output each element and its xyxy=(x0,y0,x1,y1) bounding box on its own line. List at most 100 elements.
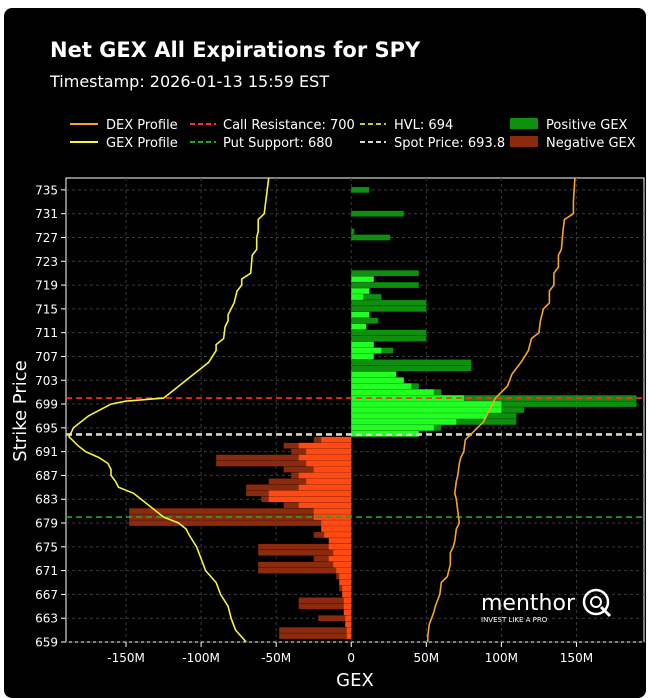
gex-bar-731 xyxy=(351,210,404,217)
gex-bar-719 xyxy=(351,282,419,288)
gex-bar-705 xyxy=(351,365,472,372)
gex-bar-674 xyxy=(258,549,352,556)
gex-short-bar-701 xyxy=(351,389,434,395)
gex-short-bar-703 xyxy=(351,377,404,384)
gex-short-bar-688 xyxy=(313,466,352,473)
x-tick-label: 50M xyxy=(413,651,439,665)
legend: DEX Profile GEX Profile Call Resistance:… xyxy=(70,118,636,151)
gex-short-bar-663 xyxy=(345,615,352,622)
y-tick-label: 663 xyxy=(35,612,58,626)
gex-profile-line xyxy=(68,178,270,642)
gex-bar-711 xyxy=(351,329,427,336)
menthor-logo: menthor INVEST LIKE A PRO xyxy=(481,588,612,624)
legend-negative-label: Negative GEX xyxy=(546,136,636,151)
gex-bar-700 xyxy=(351,395,637,401)
gex-short-bar-682 xyxy=(298,502,352,509)
gex-short-bar-666 xyxy=(343,597,352,604)
gex-short-bar-689 xyxy=(306,460,352,467)
y-tick-label: 667 xyxy=(35,588,58,602)
gex-bar-716 xyxy=(351,300,427,306)
gex-short-bar-691 xyxy=(306,448,352,455)
gex-short-bar-696 xyxy=(351,419,457,425)
gex-bar-710 xyxy=(351,335,427,342)
gex-short-bar-685 xyxy=(298,484,352,491)
x-tick-label: -50M xyxy=(261,651,291,665)
gex-short-bar-660 xyxy=(346,633,352,639)
legend-call-resistance-label: Call Resistance: 700 xyxy=(223,118,355,133)
x-tick-label: 150M xyxy=(560,651,593,665)
x-tick-label: -150M xyxy=(107,651,145,665)
gex-short-bar-669 xyxy=(339,579,352,586)
gex-bar-727 xyxy=(351,234,391,241)
gex-bar-679 xyxy=(129,520,352,526)
legend-negative-swatch xyxy=(510,136,538,147)
gex-short-bar-675 xyxy=(328,543,352,550)
gex-bar-689 xyxy=(216,460,352,467)
gex-bar-735 xyxy=(351,187,370,193)
gex-short-bar-709 xyxy=(351,341,374,348)
y-tick-label: 691 xyxy=(35,445,58,459)
legend-dex-label: DEX Profile xyxy=(106,118,178,133)
gex-bar-721 xyxy=(351,270,419,277)
y-tick-label: 727 xyxy=(35,231,58,245)
gex-short-bar-670 xyxy=(339,573,352,580)
gex-short-bar-702 xyxy=(351,383,412,390)
y-tick-label: 687 xyxy=(35,469,58,483)
y-tick-label: 679 xyxy=(35,517,58,531)
legend-positive-swatch xyxy=(510,118,538,129)
gex-bar-675 xyxy=(258,543,352,550)
y-tick-label: 735 xyxy=(35,183,58,197)
gex-short-bar-680 xyxy=(313,514,352,520)
gex-bar-713 xyxy=(351,317,379,324)
gex-bar-728 xyxy=(351,228,355,235)
gex-short-bar-671 xyxy=(336,567,352,574)
y-tick-label: 671 xyxy=(35,564,58,578)
gex-short-bar-673 xyxy=(328,555,352,562)
gex-short-bar-693 xyxy=(321,436,352,443)
gex-short-bar-667 xyxy=(342,591,352,598)
gex-short-bar-681 xyxy=(313,508,352,514)
gex-short-bar-674 xyxy=(333,549,352,556)
gex-short-bar-665 xyxy=(343,603,352,610)
gex-short-bar-708 xyxy=(351,347,382,354)
gex-short-bar-695 xyxy=(351,425,434,431)
gex-short-bar-679 xyxy=(321,520,352,526)
gex-short-bar-684 xyxy=(268,490,352,497)
watermark-brand: menthor xyxy=(481,591,576,616)
y-tick-label: 719 xyxy=(35,279,58,293)
gex-short-bar-698 xyxy=(351,407,502,413)
q-logo-icon xyxy=(582,588,612,618)
profiles xyxy=(68,178,576,642)
y-tick-label: 715 xyxy=(35,302,58,316)
gex-bar-690 xyxy=(216,454,352,461)
gex-short-bar-686 xyxy=(306,478,352,485)
gex-bar-681 xyxy=(129,508,352,514)
x-tick-label: -100M xyxy=(182,651,220,665)
dex-profile-line xyxy=(426,178,576,642)
gex-short-bar-712 xyxy=(351,323,367,330)
y-tick-label: 703 xyxy=(35,374,58,388)
gex-bar-660 xyxy=(279,633,352,639)
gex-short-bar-683 xyxy=(268,496,352,503)
legend-hvl-label: HVL: 694 xyxy=(394,118,453,133)
chart-card: Net GEX All Expirations for SPY Timestam… xyxy=(4,8,646,698)
y-tick-label: 723 xyxy=(35,255,58,269)
gex-short-bar-707 xyxy=(351,353,374,360)
gex-bar-715 xyxy=(351,306,427,312)
gex-short-bar-664 xyxy=(343,609,352,616)
gex-bar-672 xyxy=(258,561,352,568)
y-tick-label: 707 xyxy=(35,350,58,364)
y-tick-label: 675 xyxy=(35,540,58,554)
gex-short-bar-672 xyxy=(333,561,352,568)
gex-short-bar-699 xyxy=(351,401,502,407)
gex-short-bar-718 xyxy=(351,288,370,294)
x-tick-label: 100M xyxy=(485,651,518,665)
gex-bar-665 xyxy=(298,603,352,610)
chart-timestamp: Timestamp: 2026-01-13 15:59 EST xyxy=(50,72,330,91)
reference-lines xyxy=(66,397,644,518)
y-tick-label: 659 xyxy=(35,636,58,650)
gex-bar-663 xyxy=(318,615,352,622)
gex-bar-717 xyxy=(351,294,382,300)
gex-short-bar-717 xyxy=(351,294,364,300)
watermark-tagline: INVEST LIKE A PRO xyxy=(481,616,548,624)
